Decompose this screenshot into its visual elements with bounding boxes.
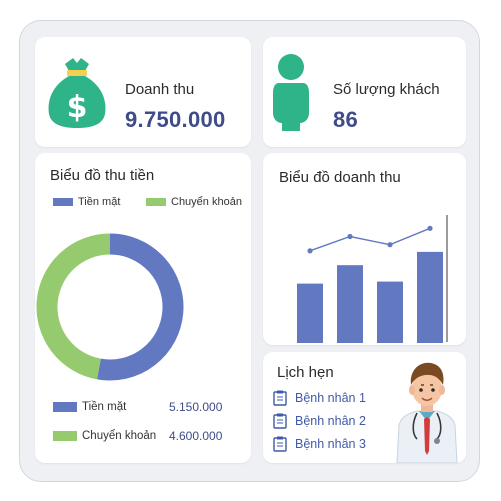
revenue-trend-point-2 xyxy=(347,233,353,240)
revenue-bar-4 xyxy=(417,251,443,343)
person-icon xyxy=(273,54,309,131)
appointment-item-2-label: Bệnh nhân 2 xyxy=(295,414,366,428)
donut-slice-1 xyxy=(97,233,184,381)
doctor-illustration xyxy=(396,362,458,463)
appointments-title: Lịch hẹn xyxy=(277,364,334,381)
revenue-chart-card: Biểu đồ doanh thu xyxy=(263,153,466,345)
amount-transfer-value: 4.600.000 xyxy=(169,429,223,443)
customer-count-value: 86 xyxy=(333,107,359,132)
payment-chart-title: Biểu đồ thu tiền xyxy=(50,167,155,184)
clipboard-icon xyxy=(273,390,287,406)
legend-transfer: Chuyển khoản xyxy=(146,196,242,208)
dashboard-frame: $ Doanh thu 9.750.000 Số lượng khách 86 … xyxy=(19,20,480,482)
svg-text:$: $ xyxy=(67,90,88,125)
amount-row-cash: Tiền mặt xyxy=(53,401,126,413)
appointment-item-1[interactable]: Bệnh nhân 1 xyxy=(273,390,366,406)
amount-cash-swatch xyxy=(53,402,77,412)
revenue-bar-3 xyxy=(377,281,403,343)
revenue-trend-point-1 xyxy=(307,248,313,254)
money-bag-icon: $ xyxy=(48,58,106,128)
revenue-trend-point-3 xyxy=(387,242,393,248)
amount-transfer-label: Chuyển khoản xyxy=(82,430,157,442)
clipboard-icon xyxy=(273,413,287,429)
payment-donut-chart xyxy=(36,233,184,381)
appointment-item-3-label: Bệnh nhân 3 xyxy=(295,437,366,451)
revenue-value: 9.750.000 xyxy=(125,107,226,132)
legend-transfer-swatch xyxy=(146,198,166,206)
payment-chart-card: Biểu đồ thu tiền Tiền mặt Chuyển khoản T… xyxy=(35,153,251,463)
revenue-label: Doanh thu xyxy=(125,81,195,98)
appointment-item-3[interactable]: Bệnh nhân 3 xyxy=(273,436,366,452)
appointment-item-1-label: Bệnh nhân 1 xyxy=(295,391,366,405)
revenue-chart-title: Biểu đồ doanh thu xyxy=(279,169,401,186)
revenue-bar-1 xyxy=(297,283,323,343)
legend-cash-swatch xyxy=(53,198,73,206)
amount-cash-label: Tiền mặt xyxy=(82,401,127,413)
revenue-trend-line xyxy=(309,227,431,252)
legend-cash-label: Tiền mặt xyxy=(78,196,121,208)
customer-count-label: Số lượng khách xyxy=(333,81,440,98)
appointment-item-2[interactable]: Bệnh nhân 2 xyxy=(273,413,366,429)
amount-transfer-swatch xyxy=(53,431,77,441)
revenue-bar-chart xyxy=(297,215,448,343)
amount-row-transfer: Chuyển khoản xyxy=(53,430,156,442)
revenue-bar-2 xyxy=(337,265,363,343)
legend-transfer-label: Chuyển khoản xyxy=(171,196,242,208)
amount-cash-value: 5.150.000 xyxy=(169,400,223,414)
legend-cash: Tiền mặt xyxy=(53,196,120,208)
customer-count-card[interactable]: Số lượng khách 86 xyxy=(263,37,466,147)
revenue-card[interactable]: $ Doanh thu 9.750.000 xyxy=(35,37,251,147)
appointments-card: Lịch hẹn Bệnh nhân 1 Bệnh nhân 2 xyxy=(263,352,466,463)
donut-slice-2 xyxy=(36,233,111,380)
clipboard-icon xyxy=(273,436,287,452)
revenue-trend-point-4 xyxy=(427,225,433,231)
